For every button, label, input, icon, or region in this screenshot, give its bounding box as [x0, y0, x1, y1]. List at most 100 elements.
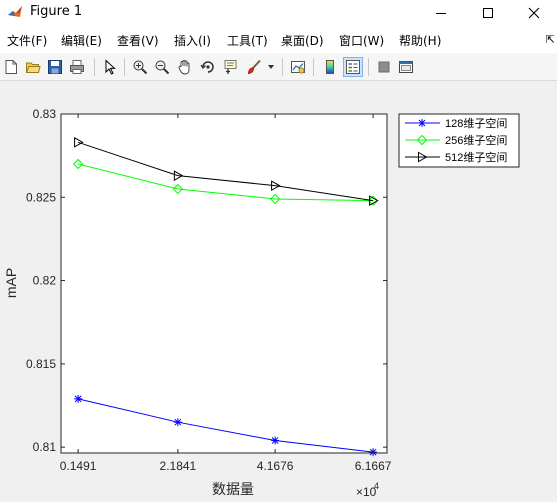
- brush-dropdown-button[interactable]: [264, 57, 278, 77]
- series-line-2: [77, 141, 374, 202]
- close-icon: [528, 7, 540, 19]
- colorbar-icon: [326, 60, 334, 74]
- show-plot-tools-icon: [399, 61, 413, 73]
- dropdown-arrow-icon: [268, 65, 274, 69]
- menu-file[interactable]: 文件(F): [7, 34, 48, 48]
- data-point-diamond: [72, 158, 84, 170]
- rotate-3d-button[interactable]: [198, 57, 218, 77]
- link-plot-icon: [291, 61, 305, 74]
- open-file-icon: [25, 62, 41, 73]
- legend-icon: [346, 60, 360, 74]
- legend[interactable]: 128维子空间 256维子空间 512维子空间: [398, 113, 520, 168]
- menu-edit[interactable]: 编辑(E): [61, 34, 102, 48]
- colorbar-button[interactable]: [320, 57, 340, 77]
- zoom-out-button[interactable]: [152, 57, 172, 77]
- brush-icon: [247, 59, 261, 75]
- minimize-button[interactable]: [418, 0, 464, 26]
- toolbar: [0, 53, 557, 81]
- x-tick-label: 4.1676: [257, 459, 294, 473]
- matlab-logo-icon: [8, 6, 22, 17]
- data-point-triangle: [271, 180, 281, 191]
- x-tick-label: 6.1667: [355, 459, 392, 473]
- axes-box: [60, 113, 388, 454]
- print-icon: [70, 60, 84, 74]
- brush-button[interactable]: [244, 57, 264, 77]
- menu-insert[interactable]: 插入(I): [174, 34, 211, 48]
- figure-area: 0.1491 2.1841 4.1676 6.1667 0.81 0.815 0.82 0.8…: [0, 82, 557, 502]
- maximize-icon: [483, 8, 493, 18]
- zoom-in-button[interactable]: [130, 57, 150, 77]
- title-bar: Figure 1: [0, 0, 557, 26]
- menu-desktop[interactable]: 桌面(D): [281, 34, 324, 48]
- select-button[interactable]: [100, 57, 120, 77]
- show-plot-tools-button[interactable]: [396, 57, 416, 77]
- series-line-0: [77, 398, 374, 453]
- plot-canvas[interactable]: 0.1491 2.1841 4.1676 6.1667 0.81 0.815 0.82 0.8…: [0, 82, 557, 502]
- legend-label-512: 512维子空间: [445, 150, 507, 164]
- data-point-asterisk: [173, 418, 182, 427]
- data-cursor-button[interactable]: [221, 57, 241, 77]
- toolbar-separator: [124, 58, 125, 76]
- x-tick-label: 0.1491: [60, 459, 97, 473]
- menu-window[interactable]: 窗口(W): [339, 34, 385, 48]
- legend-label-256: 256维子空间: [445, 133, 507, 147]
- close-button[interactable]: [511, 0, 557, 26]
- toolbar-separator: [282, 58, 283, 76]
- data-point-triangle: [173, 170, 184, 181]
- maximize-button[interactable]: [465, 0, 511, 26]
- toolbar-separator: [313, 58, 314, 76]
- x-multiplier-base: ×10: [356, 485, 377, 499]
- axes-background: [61, 114, 387, 453]
- y-tick-label: 0.81: [33, 440, 57, 454]
- menu-help[interactable]: 帮助(H): [399, 34, 442, 48]
- data-point-diamond: [269, 193, 281, 205]
- hide-plot-tools-button[interactable]: [374, 57, 394, 77]
- open-file-button[interactable]: [23, 57, 43, 77]
- series-line-1: [77, 163, 374, 202]
- legend-label-128: 128维子空间: [445, 116, 507, 130]
- link-plot-button[interactable]: [288, 57, 308, 77]
- minimize-icon: [436, 13, 446, 14]
- toolbar-separator: [368, 58, 369, 76]
- menu-tools[interactable]: 工具(T): [227, 34, 268, 48]
- data-cursor-icon: [224, 60, 237, 74]
- save-icon: [48, 60, 62, 74]
- undock-arrow-icon[interactable]: ⇱: [545, 34, 555, 46]
- pan-hand-icon: [178, 60, 190, 75]
- zoom-out-icon: [155, 60, 170, 75]
- zoom-in-icon: [133, 60, 148, 75]
- series-layer: [72, 136, 379, 457]
- window-title: Figure 1: [30, 4, 83, 19]
- data-point-triangle: [418, 151, 428, 163]
- data-point-diamond: [172, 183, 184, 195]
- data-point-diamond: [416, 134, 428, 146]
- menu-view[interactable]: 查看(V): [117, 34, 159, 48]
- x-multiplier-exp: 4: [374, 481, 379, 491]
- y-tick-label: 0.815: [26, 357, 56, 371]
- new-figure-button[interactable]: [1, 57, 21, 77]
- select-arrow-icon: [105, 59, 116, 75]
- data-point-diamond: [367, 195, 379, 206]
- legend-entries: [405, 119, 440, 163]
- y-tick-label: 0.82: [33, 274, 57, 288]
- y-tick-label: 0.83: [33, 107, 57, 121]
- x-tick-label: 2.1841: [160, 459, 197, 473]
- legend-button[interactable]: [343, 57, 363, 77]
- data-point-asterisk: [271, 436, 280, 445]
- menu-bar: 文件(F) 编辑(E) 查看(V) 插入(I) 工具(T) 桌面(D) 窗口(W…: [0, 26, 557, 53]
- y-axis-label: mAP: [3, 268, 19, 298]
- tick-layer: 0.1491 2.1841 4.1676 6.1667 0.81 0.815 0.82 0.8…: [26, 107, 392, 473]
- data-point-triangle: [74, 136, 84, 148]
- pan-button[interactable]: [175, 57, 195, 77]
- x-axis-label: 数据量: [212, 481, 254, 497]
- rotate-3d-icon: [200, 61, 214, 73]
- toolbar-separator: [94, 58, 95, 76]
- data-point-asterisk: [418, 119, 426, 127]
- hide-plot-tools-icon: [378, 61, 390, 73]
- y-tick-label: 0.825: [26, 190, 56, 204]
- print-button[interactable]: [67, 57, 87, 77]
- new-figure-icon: [5, 60, 17, 74]
- data-point-asterisk: [74, 394, 83, 403]
- save-button[interactable]: [45, 57, 65, 77]
- data-point-triangle: [369, 195, 379, 206]
